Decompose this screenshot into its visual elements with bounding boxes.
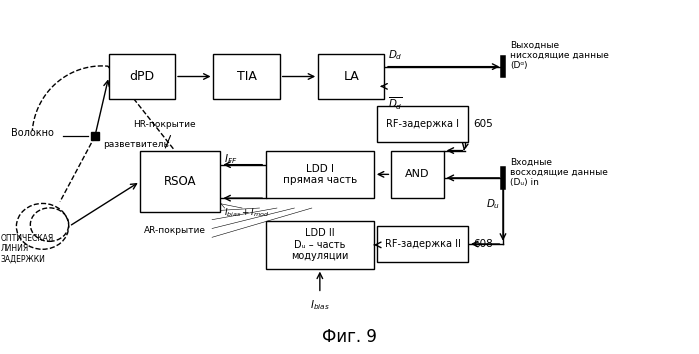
Bar	[149, 155, 212, 208]
Text: RSOA: RSOA	[164, 175, 196, 188]
Bar	[213, 53, 280, 99]
Text: ОПТИЧЕСКАЯ
ЛИНИЯ
ЗАДЕРЖКИ: ОПТИЧЕСКАЯ ЛИНИЯ ЗАДЕРЖКИ	[1, 234, 54, 264]
Text: $I_{FF}$: $I_{FF}$	[224, 152, 238, 166]
Text: $I_{bias}$: $I_{bias}$	[310, 299, 330, 313]
Bar	[391, 150, 444, 198]
Text: RF-задержка II: RF-задержка II	[385, 239, 461, 249]
Bar	[266, 221, 374, 269]
Bar	[109, 53, 175, 99]
Text: RSOA: RSOA	[164, 175, 196, 188]
Bar	[266, 150, 374, 198]
Text: Волокно: Волокно	[11, 128, 54, 138]
Text: HR-покрытие: HR-покрытие	[134, 120, 196, 130]
Bar	[318, 53, 384, 99]
Text: AR-покрытие: AR-покрытие	[144, 226, 206, 235]
Bar	[377, 226, 468, 262]
Bar	[140, 150, 220, 212]
Text: LDD II
Dᵤ – часть
модуляции: LDD II Dᵤ – часть модуляции	[291, 228, 349, 262]
Text: LDD I
прямая часть: LDD I прямая часть	[282, 164, 357, 185]
Text: 605: 605	[474, 119, 493, 129]
Text: AND: AND	[405, 169, 430, 179]
Text: $D_d$: $D_d$	[388, 48, 403, 62]
Text: разветвитель: разветвитель	[103, 140, 169, 149]
Text: $\overline{D_d}$: $\overline{D_d}$	[388, 95, 403, 112]
Text: $D_u$: $D_u$	[486, 197, 500, 211]
Bar	[377, 107, 468, 142]
Text: Фиг. 9: Фиг. 9	[322, 328, 377, 346]
Text: 608: 608	[474, 239, 493, 249]
Text: Входные
восходящие данные
(Dᵤ) in: Входные восходящие данные (Dᵤ) in	[510, 158, 608, 188]
Text: Выходные
нисходящие данные
(Dᵅ): Выходные нисходящие данные (Dᵅ)	[510, 40, 609, 70]
Text: dPD: dPD	[129, 70, 154, 83]
Text: LA: LA	[343, 70, 359, 83]
Text: TIA: TIA	[237, 70, 257, 83]
Text: $I_{bias}+I_{mod}$: $I_{bias}+I_{mod}$	[224, 207, 270, 219]
Text: RF-задержка I: RF-задержка I	[387, 119, 459, 129]
